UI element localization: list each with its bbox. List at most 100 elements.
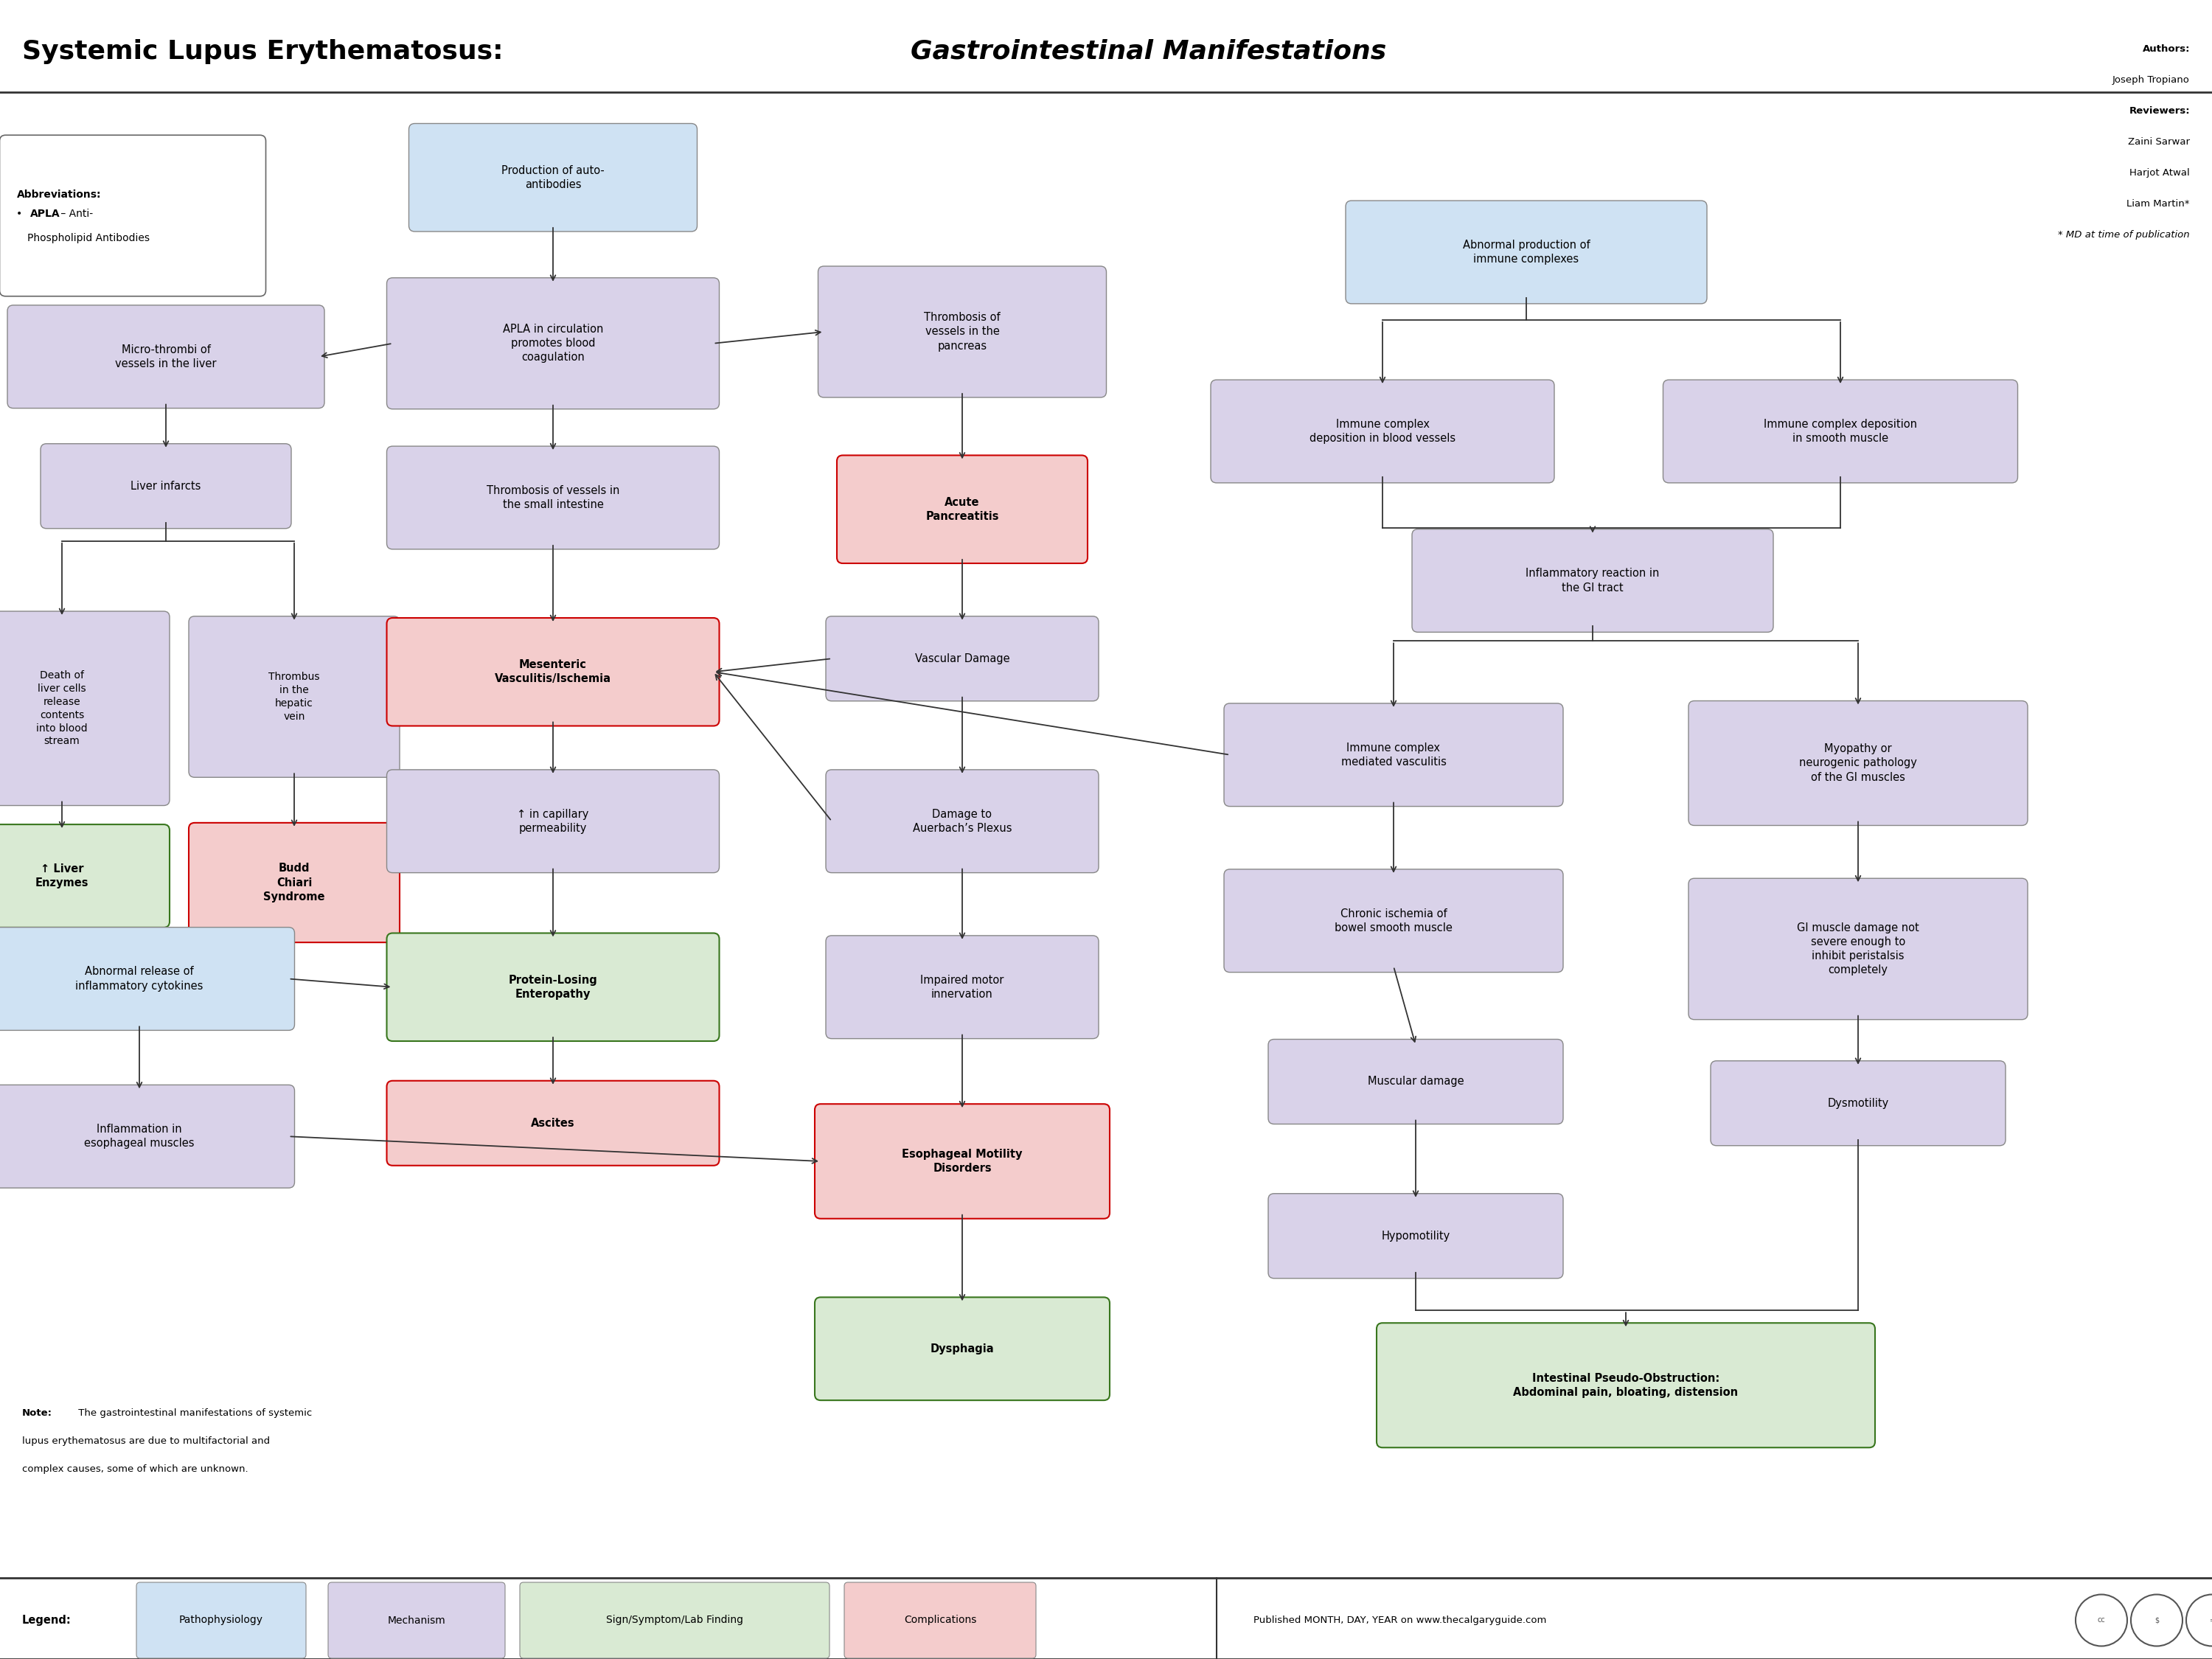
Text: Complications: Complications <box>905 1616 975 1626</box>
Text: Budd
Chiari
Syndrome: Budd Chiari Syndrome <box>263 863 325 902</box>
FancyBboxPatch shape <box>1267 1039 1564 1125</box>
Text: Liam Martin*: Liam Martin* <box>2128 199 2190 209</box>
Text: APLA: APLA <box>29 209 60 219</box>
FancyBboxPatch shape <box>1345 201 1708 304</box>
FancyBboxPatch shape <box>188 823 400 942</box>
Text: Abbreviations:: Abbreviations: <box>15 189 102 201</box>
Text: * MD at time of publication: * MD at time of publication <box>2057 231 2190 239</box>
Text: Legend:: Legend: <box>22 1614 71 1626</box>
FancyBboxPatch shape <box>188 615 400 778</box>
Text: Inflammation in
esophageal muscles: Inflammation in esophageal muscles <box>84 1123 195 1150</box>
Text: Abnormal release of
inflammatory cytokines: Abnormal release of inflammatory cytokin… <box>75 966 204 992</box>
FancyBboxPatch shape <box>1663 380 2017 483</box>
Text: Muscular damage: Muscular damage <box>1367 1077 1464 1087</box>
FancyBboxPatch shape <box>387 770 719 873</box>
FancyBboxPatch shape <box>1411 529 1774 632</box>
Text: Immune complex deposition
in smooth muscle: Immune complex deposition in smooth musc… <box>1763 418 1918 445</box>
Text: complex causes, some of which are unknown.: complex causes, some of which are unknow… <box>22 1465 248 1473</box>
FancyBboxPatch shape <box>825 770 1099 873</box>
FancyBboxPatch shape <box>0 134 265 297</box>
Text: Thrombus
in the
hepatic
vein: Thrombus in the hepatic vein <box>268 672 321 722</box>
FancyBboxPatch shape <box>520 1583 830 1659</box>
Text: Damage to
Auerbach’s Plexus: Damage to Auerbach’s Plexus <box>914 808 1011 834</box>
Text: Thrombosis of vessels in
the small intestine: Thrombosis of vessels in the small intes… <box>487 484 619 511</box>
FancyBboxPatch shape <box>387 932 719 1042</box>
FancyBboxPatch shape <box>1688 700 2028 826</box>
FancyBboxPatch shape <box>387 446 719 549</box>
FancyBboxPatch shape <box>0 927 294 1030</box>
Text: Systemic Lupus Erythematosus:: Systemic Lupus Erythematosus: <box>22 40 513 65</box>
Text: Acute
Pancreatitis: Acute Pancreatitis <box>925 496 1000 523</box>
Text: – Anti-: – Anti- <box>58 209 93 219</box>
FancyBboxPatch shape <box>1688 878 2028 1020</box>
Text: Immune complex
mediated vasculitis: Immune complex mediated vasculitis <box>1340 742 1447 768</box>
Text: Gastrointestinal Manifestations: Gastrointestinal Manifestations <box>911 40 1387 65</box>
Text: Abnormal production of
immune complexes: Abnormal production of immune complexes <box>1462 239 1590 265</box>
FancyBboxPatch shape <box>40 443 292 529</box>
Text: Ascites: Ascites <box>531 1118 575 1128</box>
Text: Published MONTH, DAY, YEAR on www.thecalgaryguide.com: Published MONTH, DAY, YEAR on www.thecal… <box>1254 1616 1546 1626</box>
Text: Dysphagia: Dysphagia <box>931 1344 993 1354</box>
Text: Immune complex
deposition in blood vessels: Immune complex deposition in blood vesse… <box>1310 418 1455 445</box>
Text: cc: cc <box>2097 1616 2106 1624</box>
Text: ↑ in capillary
permeability: ↑ in capillary permeability <box>518 808 588 834</box>
FancyBboxPatch shape <box>1210 380 1555 483</box>
Text: Esophageal Motility
Disorders: Esophageal Motility Disorders <box>902 1148 1022 1175</box>
Text: The gastrointestinal manifestations of systemic: The gastrointestinal manifestations of s… <box>75 1408 312 1418</box>
FancyBboxPatch shape <box>387 617 719 727</box>
FancyBboxPatch shape <box>825 615 1099 702</box>
FancyBboxPatch shape <box>1376 1322 1876 1448</box>
Text: Inflammatory reaction in
the GI tract: Inflammatory reaction in the GI tract <box>1526 567 1659 594</box>
FancyBboxPatch shape <box>0 1085 294 1188</box>
Text: ↑ Liver
Enzymes: ↑ Liver Enzymes <box>35 863 88 889</box>
FancyBboxPatch shape <box>137 1583 305 1659</box>
Text: =: = <box>2210 1618 2212 1624</box>
FancyBboxPatch shape <box>387 1080 719 1166</box>
Text: Micro-thrombi of
vessels in the liver: Micro-thrombi of vessels in the liver <box>115 343 217 370</box>
Text: Zaini Sarwar: Zaini Sarwar <box>2128 138 2190 146</box>
Text: Vascular Damage: Vascular Damage <box>916 654 1009 664</box>
FancyBboxPatch shape <box>1223 703 1564 806</box>
Text: Harjot Atwal: Harjot Atwal <box>2130 168 2190 178</box>
Text: APLA in circulation
promotes blood
coagulation: APLA in circulation promotes blood coagu… <box>502 324 604 363</box>
Text: Phospholipid Antibodies: Phospholipid Antibodies <box>27 232 150 242</box>
Text: Chronic ischemia of
bowel smooth muscle: Chronic ischemia of bowel smooth muscle <box>1334 907 1453 934</box>
Text: Note:: Note: <box>22 1408 53 1418</box>
Text: Authors:: Authors: <box>2141 45 2190 53</box>
Text: Pathophysiology: Pathophysiology <box>179 1616 263 1626</box>
FancyBboxPatch shape <box>387 277 719 410</box>
Text: Thrombosis of
vessels in the
pancreas: Thrombosis of vessels in the pancreas <box>925 312 1000 352</box>
Text: lupus erythematosus are due to multifactorial and: lupus erythematosus are due to multifact… <box>22 1437 270 1447</box>
Text: Protein-Losing
Enteropathy: Protein-Losing Enteropathy <box>509 974 597 1000</box>
FancyBboxPatch shape <box>7 305 325 408</box>
FancyBboxPatch shape <box>0 611 170 806</box>
Text: GI muscle damage not
severe enough to
inhibit peristalsis
completely: GI muscle damage not severe enough to in… <box>1796 922 1920 975</box>
Text: Reviewers:: Reviewers: <box>2128 106 2190 116</box>
Text: Death of
liver cells
release
contents
into blood
stream: Death of liver cells release contents in… <box>35 670 88 747</box>
Text: •: • <box>15 209 27 219</box>
FancyBboxPatch shape <box>1223 869 1564 972</box>
FancyBboxPatch shape <box>814 1103 1110 1219</box>
FancyBboxPatch shape <box>409 123 697 232</box>
FancyBboxPatch shape <box>818 265 1106 398</box>
Text: Mechanism: Mechanism <box>387 1616 445 1626</box>
Text: $: $ <box>2154 1616 2159 1624</box>
FancyBboxPatch shape <box>814 1297 1110 1400</box>
Text: Liver infarcts: Liver infarcts <box>131 481 201 491</box>
Text: Joseph Tropiano: Joseph Tropiano <box>2112 75 2190 85</box>
FancyBboxPatch shape <box>845 1583 1035 1659</box>
Text: Sign/Symptom/Lab Finding: Sign/Symptom/Lab Finding <box>606 1616 743 1626</box>
FancyBboxPatch shape <box>836 455 1088 564</box>
FancyBboxPatch shape <box>825 936 1099 1039</box>
Text: Dysmotility: Dysmotility <box>1827 1098 1889 1108</box>
FancyBboxPatch shape <box>1267 1193 1564 1279</box>
Text: Impaired motor
innervation: Impaired motor innervation <box>920 974 1004 1000</box>
Text: Intestinal Pseudo-Obstruction:
Abdominal pain, bloating, distension: Intestinal Pseudo-Obstruction: Abdominal… <box>1513 1372 1739 1399</box>
FancyBboxPatch shape <box>0 825 170 927</box>
Text: Hypomotility: Hypomotility <box>1380 1231 1451 1241</box>
Text: Mesenteric
Vasculitis/Ischemia: Mesenteric Vasculitis/Ischemia <box>495 659 611 685</box>
Text: Myopathy or
neurogenic pathology
of the GI muscles: Myopathy or neurogenic pathology of the … <box>1798 743 1918 783</box>
FancyBboxPatch shape <box>327 1583 504 1659</box>
FancyBboxPatch shape <box>1710 1060 2006 1146</box>
Text: Production of auto-
antibodies: Production of auto- antibodies <box>502 164 604 191</box>
